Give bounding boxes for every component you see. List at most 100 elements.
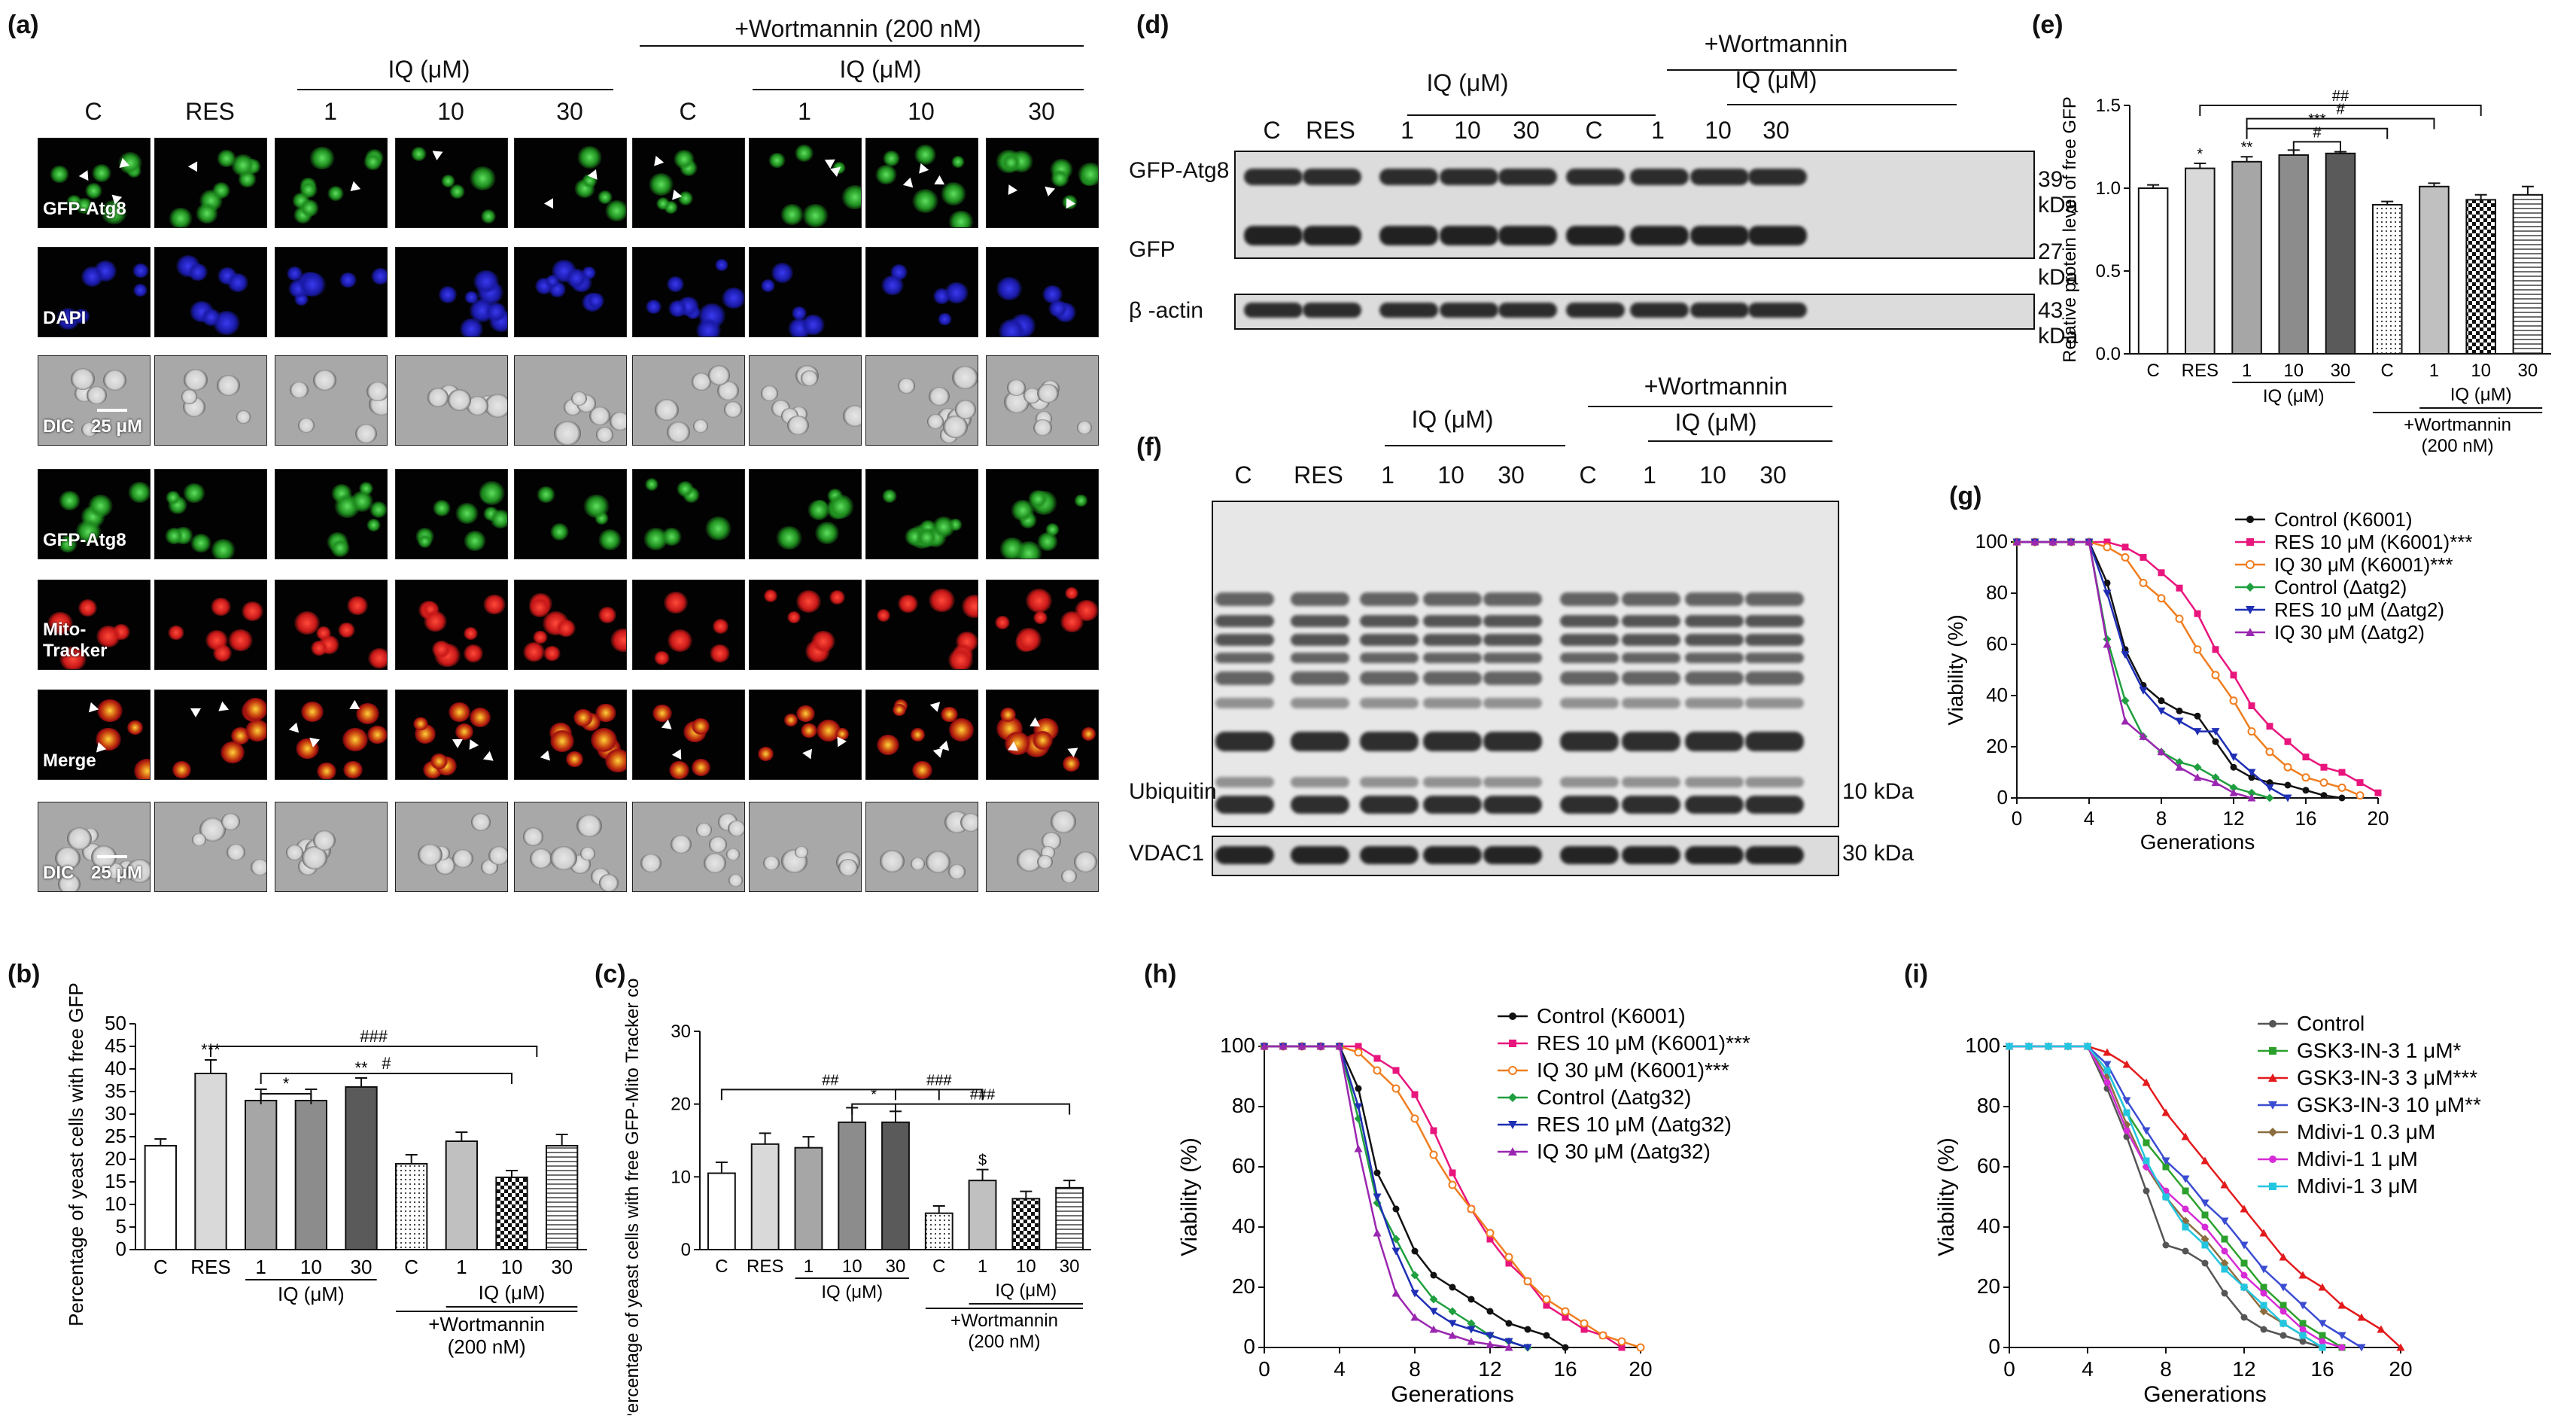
cell-blob [582,173,598,188]
micrograph-cell [749,138,862,228]
cell-blob [645,299,662,315]
y-tick-label: 20 [1977,1274,2000,1298]
cell-blob [1050,810,1077,834]
y-tick-label: 30 [105,1102,126,1125]
significance-bracket [720,1089,940,1101]
cell-blob [96,728,121,751]
blot-band [1440,169,1498,185]
x-axis-label: Generations [2140,830,2255,854]
bracket-label: *** [2308,111,2326,128]
cell-blob [70,368,96,391]
cell-blob [298,418,315,433]
legend-entry: IQ 30 μM (Δatg32) [1537,1140,1711,1163]
cell-blob [102,369,126,391]
wortmannin-iq-line [1727,104,1957,105]
data-point [2247,793,2256,802]
series-line [2017,540,2289,799]
x-tick-label: 0 [1258,1357,1270,1381]
legend-entry: Control (K6001) [2274,508,2413,531]
cell-blob [693,419,709,433]
cell-blob [573,709,593,727]
data-point [2158,569,2165,577]
wort-conc-label: (200 nM) [2422,436,2494,456]
micrograph-cell [514,802,627,892]
kda-label: 27 kDa [2038,239,2079,290]
y-tick-label: 0 [1997,786,2008,808]
data-point [1508,1066,1517,1075]
y-tick-label: 100 [1975,530,2008,553]
micrograph-cell [154,355,267,446]
blot-strip [1234,294,2035,330]
cell-blob [469,166,497,190]
data-point [1509,1012,1516,1020]
lane-label-3: 10 [1437,461,1464,489]
x-tick-label: 10 [501,1256,523,1278]
micrograph-cell [865,690,978,780]
data-point [2139,732,2148,740]
iq-group-label: IQ (μM) [278,1283,345,1305]
data-point [1391,1289,1401,1297]
data-point [1355,1043,1362,1050]
x-tick-label: 4 [2082,1357,2094,1381]
arrowhead-icon [464,739,479,753]
data-point [2162,1163,2170,1171]
data-point [2103,640,2112,648]
cell-blob [313,370,336,391]
series-line [2009,1045,2343,1349]
legend-entry: GSK3-IN-3 1 μM* [2297,1039,2462,1062]
cell-blob [59,647,87,669]
data-point [1486,1235,1494,1243]
series-line [1264,1045,1510,1349]
blot-band [1291,671,1349,685]
y-tick-label: 100 [1220,1034,1255,1057]
data-point [2302,787,2310,794]
micrograph-cell [749,469,862,559]
data-point [2396,1343,2405,1351]
cell-blob [795,590,822,614]
cell-blob [786,416,809,436]
blot-band [1215,634,1274,646]
cell-blob [47,611,73,635]
blot-band [1745,653,1804,663]
y-tick-label: 0.5 [2096,261,2121,282]
cell-blob [418,843,443,866]
cell-blob [640,854,661,872]
lane-label-5: C [1585,117,1603,144]
arrowhead-icon [830,166,843,178]
cell-blob [522,827,543,846]
cell-blob [763,856,780,871]
cell-blob [1042,285,1063,303]
cell-blob [667,629,693,653]
lane-label-5: C [1579,461,1597,489]
wortmannin-iq-line [1648,440,1832,442]
arrowhead-icon [431,151,443,161]
data-point [2157,707,2166,715]
lane-label-7: 10 [1699,461,1726,489]
cell-blob [366,381,387,402]
blot-band [1483,592,1542,606]
lane-label-1: RES [1306,117,1355,144]
cell-blob [55,846,81,869]
data-point [1504,1343,1513,1351]
data-point [2193,728,2202,736]
data-point [2142,1127,2151,1135]
wort-conc-label: (200 nM) [968,1332,1040,1352]
data-point [2279,1320,2287,1327]
col-label-4: 30 [556,98,583,125]
blot-band [1483,796,1542,814]
y-tick-label: 5 [116,1215,126,1238]
data-point [1448,1331,1457,1339]
cell-blob [165,527,184,545]
cell-blob [725,848,740,861]
x-tick-label: 16 [1553,1357,1577,1381]
x-tick-label: 20 [2368,807,2389,830]
blot-band [1560,777,1619,787]
data-point [1508,1121,1517,1129]
x-tick-label: 30 [886,1256,906,1277]
cell-blob [460,318,483,336]
col-label-2: 1 [324,98,337,125]
blot-row-label: GFP-Atg8 [1129,158,1230,183]
blot-band [1622,634,1680,646]
blot-band [1745,796,1804,814]
